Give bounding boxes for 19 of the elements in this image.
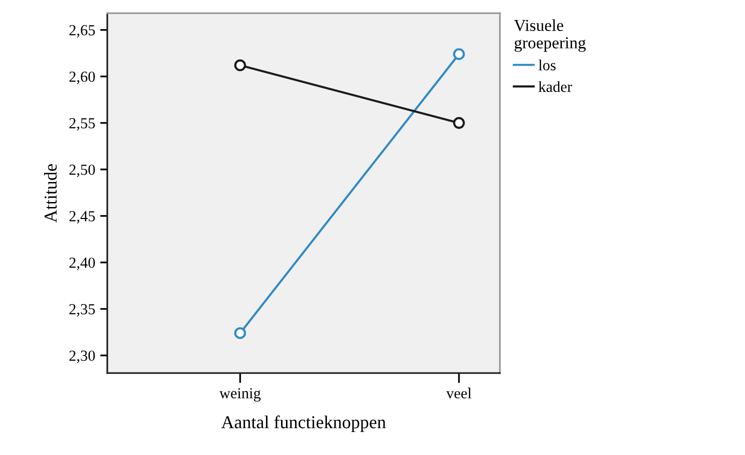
y-axis-title: Attitude <box>44 164 57 223</box>
y-tick-label: 2,65 <box>69 25 95 38</box>
y-tick-label: 2,40 <box>69 258 95 270</box>
legend-label: los <box>538 60 556 70</box>
point <box>453 48 465 60</box>
y-tick-label: 2,60 <box>69 72 95 84</box>
y-tick-label: 2,35 <box>69 304 95 317</box>
point <box>234 327 246 340</box>
legend-title: Visuele groepering <box>514 19 586 52</box>
y-tick-label: 2,30 <box>69 350 95 364</box>
legend-label: kader <box>538 81 572 92</box>
point <box>234 59 246 72</box>
x-tick-label: weinig <box>219 388 261 402</box>
x-axis-title: Aantal functieknoppen <box>221 415 386 432</box>
point <box>453 117 465 129</box>
x-tick-label: veel <box>446 388 472 398</box>
y-tick-label: 2,45 <box>69 211 95 224</box>
y-tick-label: 2,50 <box>69 164 95 178</box>
y-tick-label: 2,55 <box>69 118 95 131</box>
